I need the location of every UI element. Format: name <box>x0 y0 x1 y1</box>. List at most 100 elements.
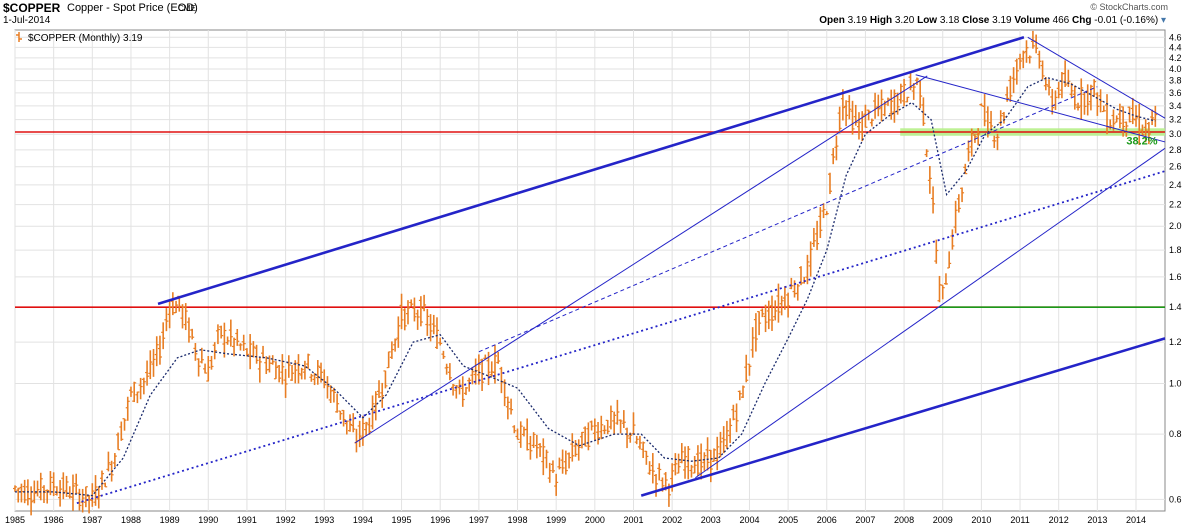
ohlc-bar <box>992 135 997 148</box>
x-tick-label: 1992 <box>276 515 296 525</box>
ohlc-bar <box>1037 50 1042 69</box>
ohlc-bar <box>615 399 620 425</box>
ohlc-bar <box>431 314 436 335</box>
y-tick-label: 3.8 <box>1169 76 1182 86</box>
ohlc-bar <box>270 355 275 365</box>
ohlc-bar <box>1008 75 1013 102</box>
ohlc-bar <box>525 418 530 451</box>
ohlc-bar <box>995 133 1000 151</box>
ohlc-bar <box>554 473 559 496</box>
ohlc-bar <box>969 128 974 157</box>
y-tick-label: 2.0 <box>1169 221 1182 231</box>
ohlc-bar <box>612 411 617 435</box>
ohlc-bar <box>547 462 552 483</box>
ohlc-bar <box>847 95 852 120</box>
ohlc-bar <box>1146 121 1151 145</box>
ohlc-bar <box>757 311 762 336</box>
horizontal-lines <box>15 131 1165 308</box>
ohlc-bar <box>232 337 237 357</box>
high-value: 3.20 <box>894 15 915 26</box>
ohlc-bar <box>257 357 262 383</box>
ohlc-bar <box>58 480 63 507</box>
ohlc-bar <box>634 435 639 445</box>
ohlc-bar <box>625 427 630 449</box>
ohlc-bar <box>476 354 481 385</box>
ohlc-bar <box>74 473 79 495</box>
ohlc-bar <box>924 149 929 158</box>
ohlc-bar <box>335 393 340 413</box>
brand-label[interactable]: © StockCharts.com <box>1090 2 1168 12</box>
ohlc-bar <box>786 292 791 318</box>
ohlc-bar <box>116 432 121 451</box>
ohlc-bar <box>167 300 172 329</box>
ma-line <box>15 77 1156 497</box>
ohlc-bar <box>331 387 336 403</box>
dropdown-icon[interactable]: ▾ <box>1160 15 1166 26</box>
ohlc-bar <box>538 443 543 457</box>
y-tick-label: 2.2 <box>1169 200 1182 210</box>
ohlc-bar <box>460 376 465 407</box>
ohlc-bar <box>199 347 204 364</box>
y-tick-label: 1.8 <box>1169 245 1182 255</box>
ohlc-bar <box>341 409 346 427</box>
ohlc-bar <box>531 432 536 448</box>
ohlc-bar <box>779 295 784 316</box>
ohlc-bar <box>351 413 356 433</box>
ohlc-bar <box>280 354 285 385</box>
ohlc-bar <box>87 494 92 514</box>
ohlc-bar <box>1137 103 1142 145</box>
ohlc-bar <box>541 438 546 476</box>
x-tick-label: 1995 <box>392 515 412 525</box>
ohlc-bar <box>132 381 137 403</box>
moving-average <box>15 77 1156 497</box>
ohlc-bar <box>405 300 410 325</box>
x-tick-label: 1994 <box>353 515 373 525</box>
ohlc-bar <box>367 417 372 435</box>
ohlc-bar <box>763 304 768 333</box>
ohlc-bar <box>544 449 549 469</box>
x-tick-label: 2013 <box>1087 515 1107 525</box>
ohlc-bar <box>753 313 758 352</box>
ohlc-bar <box>1095 92 1100 116</box>
ohlc-bar <box>1101 105 1106 113</box>
ohlc-bar <box>734 403 739 433</box>
ohlc-bar <box>960 187 965 203</box>
ohlc-bar <box>463 387 468 396</box>
ohlc-bar <box>1079 78 1084 120</box>
ohlc-bar <box>103 482 108 488</box>
ohlc-bar <box>492 345 497 384</box>
ohlc-bar <box>795 283 800 301</box>
x-tick-label: 2002 <box>662 515 682 525</box>
y-tick-label: 2.4 <box>1169 180 1182 190</box>
trendline-dashed <box>478 86 1098 353</box>
y-tick-label: 4.4 <box>1169 42 1182 52</box>
ohlc-bar <box>1040 60 1045 80</box>
x-tick-label: 1987 <box>82 515 102 525</box>
trendline-thin <box>1027 36 1166 119</box>
y-tick-label: 2.6 <box>1169 162 1182 172</box>
ohlc-bar <box>1130 97 1135 125</box>
volume-value: 466 <box>1052 15 1070 26</box>
ohlc-bar <box>570 433 575 462</box>
y-tick-label: 4.0 <box>1169 64 1182 74</box>
ohlc-bar <box>93 475 98 506</box>
ohlc-bar <box>654 474 659 497</box>
ohlc-bar <box>1021 50 1026 69</box>
ohlc-bar <box>99 470 104 490</box>
ohlc-bar <box>319 362 324 383</box>
trendline-thin <box>915 74 1166 143</box>
ohlc-bar <box>1124 121 1129 137</box>
ohlc-bar <box>438 337 443 346</box>
ohlc-bar <box>586 422 591 451</box>
ohlc-bar <box>122 418 127 431</box>
ohlc-bar <box>715 436 720 471</box>
ohlc-bar <box>409 299 414 307</box>
ohlc-bar <box>534 434 539 459</box>
ohlc-bar <box>705 437 710 471</box>
ohlc-bar <box>773 300 778 321</box>
volume-label: Volume <box>1014 15 1050 26</box>
x-tick-label: 1997 <box>469 515 489 525</box>
exchange-label: CME <box>178 4 196 13</box>
ohlc-bar <box>277 364 282 383</box>
ohlc-bar <box>457 379 462 395</box>
